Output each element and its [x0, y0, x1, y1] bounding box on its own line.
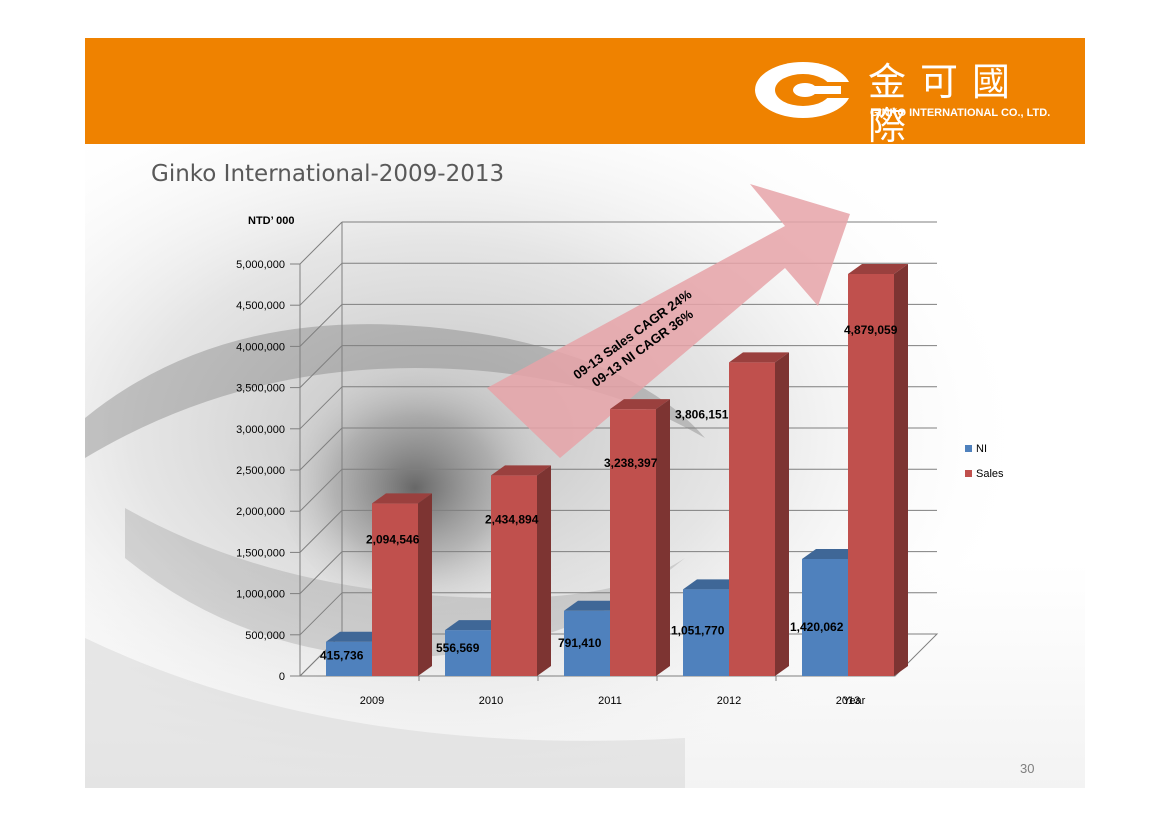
bar-front	[564, 610, 610, 676]
bar-sales-2011	[610, 399, 670, 676]
legend-swatch-sales	[965, 470, 972, 477]
data-label-ni: 791,410	[558, 636, 602, 650]
gridline-depth	[299, 221, 343, 265]
bar-top	[491, 465, 551, 476]
bar-front	[372, 503, 418, 676]
bar-top	[729, 352, 789, 363]
bar-sales-2009	[372, 493, 432, 676]
bar-top	[445, 620, 505, 631]
page-title: Ginko International-2009-2013	[151, 161, 505, 187]
data-label-ni: 556,569	[436, 641, 480, 655]
y-tick-label: 4,500,000	[236, 300, 285, 312]
bar-chart: 0 500,000 1,000,000 1,500,000 2,000,000 2,500…	[236, 184, 1004, 707]
logo-chinese-name: 金可國際	[868, 60, 1025, 148]
x-tick-label: 2011	[598, 695, 622, 707]
x-axis-title: Year	[843, 695, 866, 707]
bar-sales-2010	[491, 465, 551, 676]
gridline-depth	[299, 427, 343, 471]
data-label-sales: 2,434,894	[485, 512, 539, 526]
bar-top	[564, 600, 624, 611]
data-label-sales: 3,238,397	[604, 456, 658, 470]
x-tick-label: 2010	[479, 695, 503, 707]
bar-top	[326, 631, 386, 642]
bar-top	[802, 548, 862, 559]
chart-labels: 415,736 2,094,546 2009 556,569 2,434,894 2010…	[320, 323, 898, 707]
data-label-sales: 4,879,059	[844, 323, 898, 337]
gridline-depth	[299, 386, 343, 430]
gridline-depth	[299, 262, 343, 306]
data-label-sales: 3,806,151	[675, 407, 729, 421]
gridline-depth	[299, 468, 343, 512]
y-tick-label: 1,500,000	[236, 547, 285, 559]
gridline-depth	[299, 304, 343, 347]
bar-top	[610, 399, 670, 410]
bar-top	[372, 493, 432, 504]
y-unit-label: NTD’ 000	[248, 215, 294, 227]
bar-front	[610, 409, 656, 676]
legend-label-sales: Sales	[976, 468, 1004, 480]
ginko-logo-icon	[755, 62, 853, 118]
y-tick-label: 5,000,000	[236, 259, 285, 271]
bar-front	[729, 362, 775, 676]
y-tick-label: 3,000,000	[236, 424, 285, 436]
y-tick-label: 0	[279, 671, 285, 683]
bar-front	[683, 589, 729, 676]
x-tick-label: 2012	[717, 695, 741, 707]
x-tick-label: 2013	[836, 695, 860, 707]
gridline-depth	[299, 551, 343, 594]
x-tick-label: 2009	[360, 695, 384, 707]
slide: 金可國際 GINKO INTERNATIONAL CO., LTD. Ginko…	[85, 38, 1085, 788]
bar-side	[537, 465, 551, 676]
y-tick-label: 2,000,000	[236, 506, 285, 518]
data-label-ni: 415,736	[320, 649, 364, 663]
bar-side	[418, 493, 432, 676]
y-tick-label: 3,500,000	[236, 383, 285, 395]
chart-bars	[326, 263, 908, 676]
y-tick-label: 4,000,000	[236, 341, 285, 353]
logo-english-name: GINKO INTERNATIONAL CO., LTD.	[870, 107, 1051, 119]
data-label-sales: 2,094,546	[366, 532, 420, 546]
y-tick-label: 500,000	[245, 630, 285, 642]
y-tick-label: 1,000,000	[236, 589, 285, 601]
bar-front	[491, 475, 537, 676]
bar-front	[326, 641, 372, 676]
bar-sales-2013	[848, 263, 908, 676]
cagr-arrow-shape	[487, 184, 850, 458]
gridline-depth	[299, 510, 343, 553]
page-number: 30	[1020, 761, 1035, 776]
chart-legend: NI Sales	[965, 443, 1004, 480]
header-bar: 金可國際 GINKO INTERNATIONAL CO., LTD.	[85, 38, 1085, 148]
data-label-ni: 1,420,062	[790, 620, 844, 634]
bar-front	[802, 558, 848, 676]
bar-sales-2012	[729, 352, 789, 676]
legend-swatch-ni	[965, 445, 972, 452]
bar-side	[656, 399, 670, 676]
bar-side	[894, 263, 908, 676]
data-label-ni: 1,051,770	[671, 623, 725, 637]
bar-front	[445, 630, 491, 676]
bar-top	[848, 263, 908, 274]
bar-front	[848, 273, 894, 676]
gridline-depth	[299, 592, 343, 636]
bar-side	[775, 352, 789, 676]
company-logo: 金可國際 GINKO INTERNATIONAL CO., LTD.	[753, 60, 1073, 148]
gridline-depth	[299, 345, 343, 388]
bar-top	[683, 579, 743, 590]
legend-label-ni: NI	[976, 443, 987, 455]
y-tick-label: 2,500,000	[236, 465, 285, 477]
